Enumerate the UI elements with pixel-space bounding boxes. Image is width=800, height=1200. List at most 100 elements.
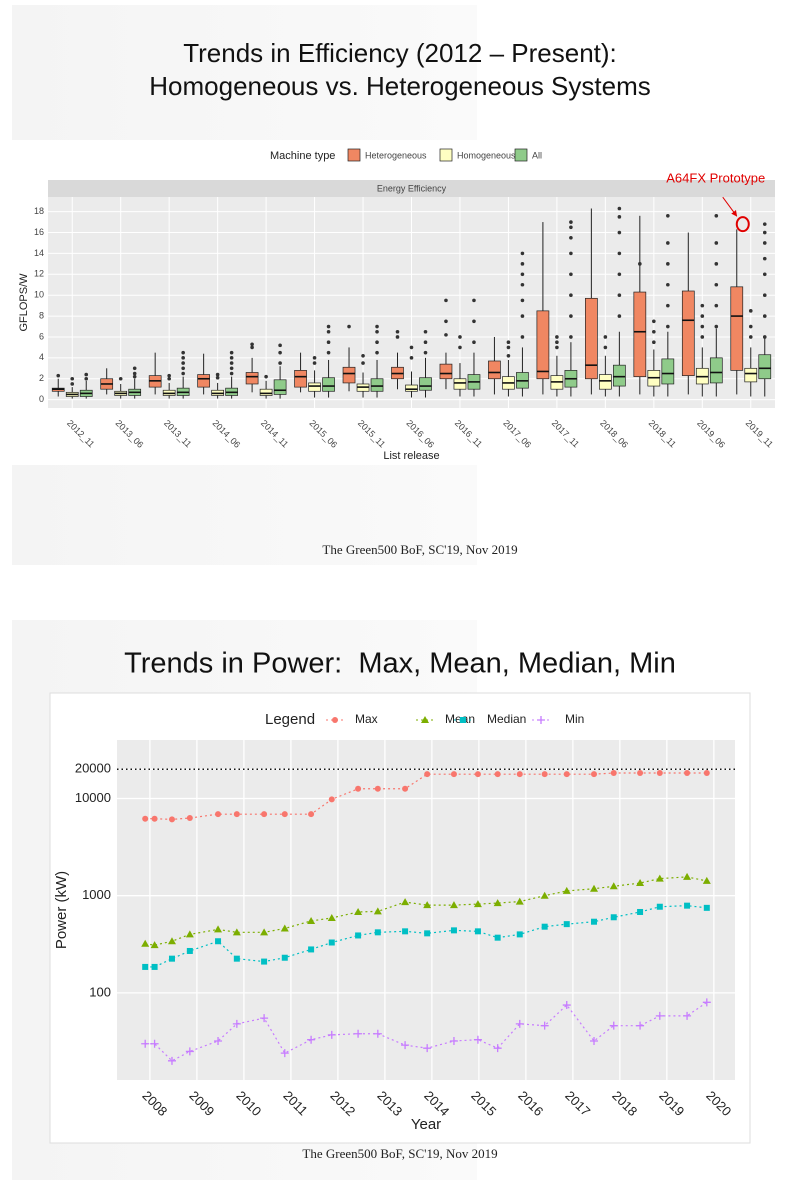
outlier bbox=[375, 329, 379, 334]
annotation-arrow bbox=[722, 196, 738, 217]
outlier bbox=[229, 371, 234, 376]
panel-strip bbox=[48, 180, 775, 197]
legend-marker bbox=[421, 716, 429, 723]
outlier bbox=[181, 356, 185, 360]
slide-title: Trends in Power: Max, Mean, Median, Min bbox=[124, 648, 676, 680]
box bbox=[439, 363, 453, 380]
outlier bbox=[714, 214, 719, 218]
marker bbox=[540, 891, 549, 899]
marker bbox=[281, 954, 288, 961]
marker bbox=[185, 930, 194, 938]
legend-title: Legend bbox=[265, 711, 315, 728]
x-axis-label: Year bbox=[411, 1116, 441, 1133]
marker bbox=[590, 1036, 599, 1045]
marker bbox=[168, 955, 175, 962]
y-axis-label: Power (kW) bbox=[53, 871, 70, 949]
outlier bbox=[215, 372, 220, 377]
marker bbox=[308, 946, 315, 953]
marker bbox=[327, 1030, 336, 1039]
outlier bbox=[700, 314, 705, 318]
outlier bbox=[520, 335, 525, 339]
outlier bbox=[762, 222, 767, 226]
outlier bbox=[409, 345, 414, 350]
marker bbox=[185, 1047, 194, 1056]
box bbox=[744, 367, 758, 383]
outlier bbox=[762, 272, 767, 277]
outlier bbox=[666, 303, 670, 308]
y-axis-label: GFLOPS/W bbox=[18, 273, 30, 332]
marker bbox=[142, 963, 149, 970]
outlier bbox=[666, 282, 670, 287]
box bbox=[488, 360, 501, 380]
outlier bbox=[569, 225, 573, 230]
marker bbox=[307, 1035, 316, 1044]
outlier bbox=[423, 350, 428, 355]
marker bbox=[402, 928, 409, 935]
y-tick-label: 4 bbox=[39, 352, 44, 362]
marker bbox=[474, 928, 481, 935]
outlier bbox=[326, 350, 331, 355]
marker bbox=[141, 1039, 150, 1048]
marker bbox=[636, 879, 645, 887]
outlier bbox=[229, 350, 234, 355]
outlier bbox=[714, 282, 719, 287]
outlier bbox=[181, 350, 185, 355]
marker bbox=[494, 771, 501, 778]
outlier bbox=[714, 303, 719, 308]
outlier bbox=[617, 251, 622, 256]
marker bbox=[563, 921, 570, 928]
series-line bbox=[145, 1001, 708, 1062]
box bbox=[599, 374, 612, 390]
outlier bbox=[278, 343, 282, 348]
legend-key bbox=[514, 148, 528, 162]
marker bbox=[540, 1021, 549, 1030]
marker bbox=[141, 939, 150, 947]
outlier bbox=[132, 374, 137, 379]
outlier bbox=[167, 376, 171, 381]
box bbox=[709, 357, 723, 384]
outlier bbox=[181, 361, 185, 365]
outlier bbox=[520, 282, 525, 287]
marker bbox=[684, 770, 691, 777]
outlier bbox=[70, 382, 75, 386]
outlier bbox=[506, 345, 511, 350]
outlier bbox=[84, 376, 89, 381]
marker bbox=[150, 941, 159, 949]
outlier bbox=[84, 372, 89, 377]
outlier bbox=[520, 272, 525, 277]
marker bbox=[232, 1019, 241, 1028]
y-tick-label: 1000 bbox=[82, 887, 111, 902]
box bbox=[259, 388, 273, 396]
legend-marker bbox=[332, 717, 338, 723]
outlier bbox=[714, 262, 719, 266]
box bbox=[419, 377, 432, 391]
marker bbox=[142, 815, 149, 822]
marker bbox=[515, 1019, 524, 1028]
outlier bbox=[520, 251, 525, 256]
outlier bbox=[181, 371, 185, 376]
outlier bbox=[250, 345, 254, 350]
marker bbox=[151, 815, 158, 822]
outlier bbox=[520, 314, 525, 318]
annotation-circle bbox=[735, 216, 750, 233]
outlier bbox=[423, 329, 428, 334]
y-tick-label: 10000 bbox=[75, 790, 111, 805]
outlier bbox=[652, 340, 656, 344]
outlier bbox=[118, 376, 123, 381]
outlier bbox=[762, 256, 767, 261]
outlier bbox=[700, 324, 705, 329]
marker bbox=[373, 1029, 382, 1038]
box bbox=[453, 378, 467, 390]
plot-background bbox=[117, 740, 735, 1080]
marker bbox=[355, 785, 362, 792]
marker bbox=[354, 1029, 363, 1038]
marker bbox=[591, 918, 598, 925]
marker bbox=[515, 897, 524, 905]
marker bbox=[703, 904, 710, 911]
outlier bbox=[569, 335, 573, 339]
outlier bbox=[762, 314, 767, 318]
marker bbox=[327, 913, 336, 921]
marker bbox=[167, 1056, 176, 1065]
